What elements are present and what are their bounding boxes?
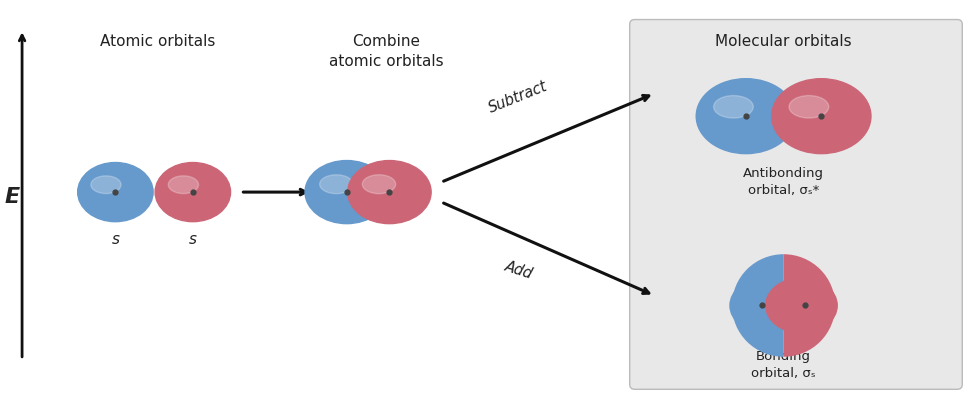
Ellipse shape (78, 162, 153, 222)
Ellipse shape (363, 175, 396, 194)
Text: Subtract: Subtract (487, 79, 550, 116)
Ellipse shape (696, 79, 796, 154)
Text: s: s (189, 231, 197, 247)
Ellipse shape (789, 96, 829, 118)
Ellipse shape (320, 175, 353, 194)
Text: Atomic orbitals: Atomic orbitals (100, 34, 215, 49)
FancyBboxPatch shape (630, 19, 962, 389)
Ellipse shape (169, 176, 199, 194)
Wedge shape (732, 254, 784, 357)
Text: Bonding
orbital, σₛ: Bonding orbital, σₛ (752, 350, 816, 380)
Text: Combine
atomic orbitals: Combine atomic orbitals (330, 34, 444, 69)
Wedge shape (784, 254, 836, 357)
Ellipse shape (348, 160, 431, 224)
Ellipse shape (305, 160, 388, 224)
Text: Add: Add (503, 258, 534, 281)
Text: E: E (5, 187, 20, 207)
Ellipse shape (771, 79, 871, 154)
Ellipse shape (91, 176, 121, 194)
Text: s: s (111, 231, 119, 247)
Ellipse shape (765, 278, 838, 333)
Ellipse shape (714, 96, 754, 118)
Text: Antibonding
orbital, σₛ*: Antibonding orbital, σₛ* (743, 168, 824, 197)
Ellipse shape (730, 278, 801, 333)
Text: Molecular orbitals: Molecular orbitals (716, 34, 852, 49)
Ellipse shape (155, 162, 230, 222)
